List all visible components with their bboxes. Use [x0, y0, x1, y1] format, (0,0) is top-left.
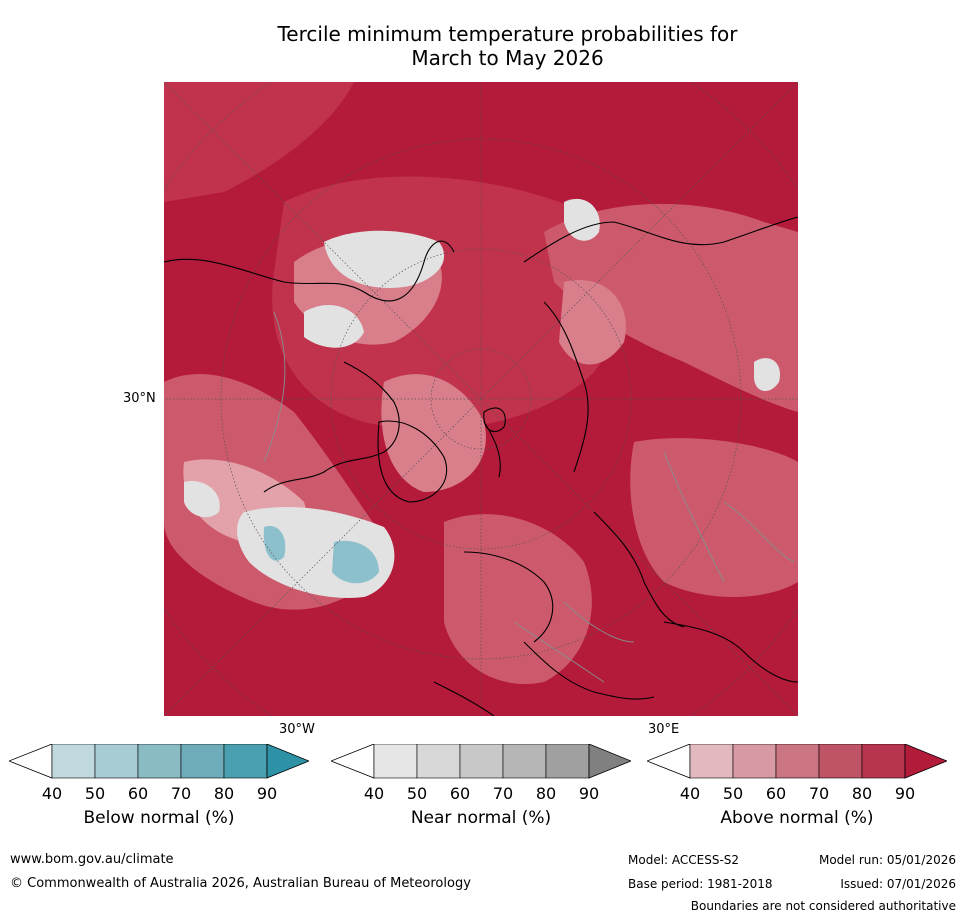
region-near-alaska — [324, 230, 445, 288]
colorbar-near — [331, 744, 631, 779]
tick-above-60: 60 — [765, 784, 787, 803]
colorbar-above-bin-1 — [689, 744, 734, 779]
tick-above-50: 50 — [722, 784, 744, 803]
colorbar-near-bin-1 — [373, 744, 418, 779]
region-above-60-russia — [559, 280, 626, 365]
colorbar-above-bin-3 — [775, 744, 820, 779]
longitude-label-west: 30°W — [279, 722, 315, 737]
colorbar-above-bin-5 — [861, 744, 906, 779]
colorbar-above-bin-4 — [818, 744, 863, 779]
tick-above-70: 70 — [808, 784, 830, 803]
tick-above-40: 40 — [679, 784, 701, 803]
title-line-2: March to May 2026 — [411, 46, 604, 70]
legend-near-normal: 40 50 60 70 80 90 Near normal (%) — [331, 744, 631, 844]
colorbar-above-high-extension — [904, 744, 947, 779]
model-name: Model: ACCESS-S2 — [628, 853, 740, 867]
region-below-1 — [263, 526, 286, 561]
probability-map — [164, 82, 798, 716]
latitude-label: 30°N — [123, 391, 156, 406]
tick-below-50: 50 — [84, 784, 106, 803]
country-borders — [263, 311, 795, 683]
tick-near-70: 70 — [492, 784, 514, 803]
map-canvas — [164, 82, 798, 716]
colorbar-near-bin-4 — [502, 744, 547, 779]
legend-above-normal: 40 50 60 70 80 90 Above normal (%) — [647, 744, 947, 844]
colorbar-below-bin-2 — [94, 744, 139, 779]
legend-near-label: Near normal (%) — [410, 808, 552, 828]
colorbar-above-bin-2 — [732, 744, 777, 779]
coastlines — [164, 216, 798, 716]
colorbar-below-bin-5 — [223, 744, 268, 779]
tick-near-50: 50 — [406, 784, 428, 803]
tick-below-70: 70 — [170, 784, 192, 803]
colorbar-below-low-extension — [9, 744, 53, 779]
legend-below-label: Below normal (%) — [83, 808, 235, 828]
tick-near-60: 60 — [449, 784, 471, 803]
graticule — [164, 82, 798, 716]
colorbar-below-bin-1 — [51, 744, 96, 779]
colorbar-near-bin-5 — [545, 744, 590, 779]
longitude-label-east: 30°E — [648, 722, 680, 737]
colorbar-near-high-extension — [588, 744, 631, 779]
region-near-canada — [304, 304, 364, 348]
colorbar-above — [647, 744, 947, 779]
base-period: Base period: 1981-2018 — [628, 877, 773, 891]
tick-near-40: 40 — [363, 784, 385, 803]
region-above-70-asia — [630, 438, 798, 597]
region-near-east — [754, 358, 780, 392]
title-line-1: Tercile minimum temperature probabilitie… — [277, 22, 738, 46]
tick-below-40: 40 — [41, 784, 63, 803]
region-above-60-greenland — [381, 374, 486, 492]
tick-below-60: 60 — [127, 784, 149, 803]
model-run: Model run: 05/01/2026 — [818, 853, 956, 867]
region-above-80-nw — [164, 82, 354, 202]
legend-below-normal: 40 50 60 70 80 90 Below normal (%) — [9, 744, 309, 844]
website-link[interactable]: www.bom.gov.au/climate — [10, 852, 174, 867]
region-near-siberia — [564, 198, 600, 241]
region-near-pacific-west — [184, 481, 220, 518]
tick-above-90: 90 — [894, 784, 916, 803]
tick-below-80: 80 — [213, 784, 235, 803]
chart-title: Tercile minimum temperature probabilitie… — [200, 22, 815, 70]
colorbar-near-low-extension — [331, 744, 375, 779]
colorbar-near-bin-3 — [459, 744, 504, 779]
disclaimer: Boundaries are not considered authoritat… — [690, 899, 956, 913]
tick-below-90: 90 — [256, 784, 278, 803]
issued-date: Issued: 07/01/2026 — [840, 877, 956, 891]
tick-near-90: 90 — [578, 784, 600, 803]
tick-above-80: 80 — [851, 784, 873, 803]
colorbar-below-bin-3 — [137, 744, 182, 779]
legend-above-label: Above normal (%) — [720, 808, 874, 828]
region-above-70-siberia — [544, 203, 798, 412]
colorbar-below-high-extension — [266, 744, 309, 779]
colorbar-above-low-extension — [647, 744, 691, 779]
colorbar-near-bin-2 — [416, 744, 461, 779]
region-below-2 — [332, 540, 379, 584]
copyright-text: © Commonwealth of Australia 2026, Austra… — [10, 876, 471, 891]
tick-near-80: 80 — [535, 784, 557, 803]
colorbar-below — [9, 744, 309, 779]
colorbar-below-bin-4 — [180, 744, 225, 779]
